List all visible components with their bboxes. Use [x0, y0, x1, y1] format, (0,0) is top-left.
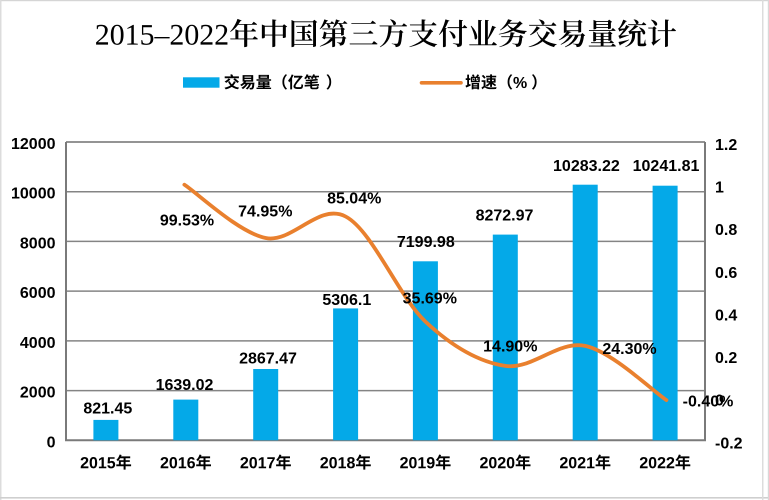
svg-text:10283.22: 10283.22: [553, 158, 620, 175]
svg-text:6000: 6000: [20, 285, 56, 302]
svg-text:821.45: 821.45: [83, 401, 132, 418]
svg-text:8272.97: 8272.97: [476, 207, 534, 224]
svg-text:12000: 12000: [11, 136, 56, 153]
svg-text:0.2: 0.2: [715, 350, 737, 367]
svg-text:1.2: 1.2: [715, 137, 737, 154]
svg-text:24.30%: 24.30%: [602, 341, 656, 358]
svg-text:99.53%: 99.53%: [160, 213, 214, 230]
svg-text:-0.40%: -0.40%: [683, 394, 734, 411]
svg-text:35.69%: 35.69%: [403, 291, 457, 308]
svg-text:7199.98: 7199.98: [397, 234, 455, 251]
svg-text:10000: 10000: [11, 186, 56, 203]
svg-text:10241.81: 10241.81: [633, 158, 700, 175]
svg-text:0.4: 0.4: [715, 308, 737, 325]
svg-text:14.90%: 14.90%: [483, 339, 537, 356]
svg-text:1639.02: 1639.02: [156, 377, 214, 394]
svg-text:0.8: 0.8: [715, 222, 737, 239]
svg-text:1: 1: [715, 180, 724, 197]
svg-text:5306.1: 5306.1: [322, 292, 371, 309]
svg-text:0.6: 0.6: [715, 265, 737, 282]
svg-text:0: 0: [47, 434, 56, 451]
svg-text:-0.2: -0.2: [715, 435, 743, 452]
svg-text:85.04%: 85.04%: [327, 190, 381, 207]
svg-text:74.95%: 74.95%: [238, 203, 292, 220]
svg-text:4000: 4000: [20, 335, 56, 352]
svg-text:0: 0: [715, 393, 724, 410]
svg-text:8000: 8000: [20, 235, 56, 252]
svg-text:2867.47: 2867.47: [239, 351, 297, 368]
svg-text:2000: 2000: [20, 385, 56, 402]
